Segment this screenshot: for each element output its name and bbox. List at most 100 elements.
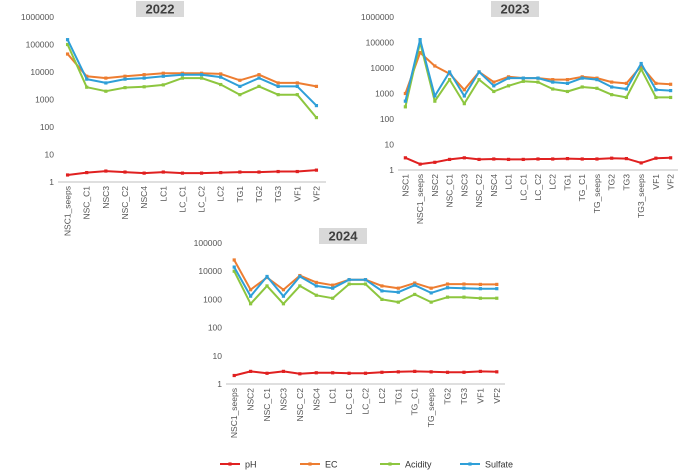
point-ph — [199, 171, 204, 175]
y-tick-label: 100 — [40, 122, 54, 132]
point-acidity — [219, 82, 223, 87]
x-tick-label: NSC3 — [459, 174, 469, 197]
x-tick-label: VF2 — [666, 174, 676, 190]
point-acidity — [595, 86, 599, 90]
point-ph — [477, 157, 481, 162]
point-ec — [85, 74, 89, 78]
point-ec — [565, 78, 570, 82]
x-tick-label: LC_C2 — [197, 186, 207, 213]
point-ph — [462, 370, 466, 374]
point-ph — [495, 370, 499, 374]
point-ph — [347, 371, 351, 375]
point-ec — [314, 84, 319, 88]
point-acidity — [639, 67, 643, 71]
x-tick-label: LC2 — [377, 388, 387, 404]
point-sulfate — [314, 104, 319, 108]
point-sulfate — [447, 70, 452, 74]
point-acidity — [580, 85, 584, 89]
x-tick-label: VF1 — [651, 174, 661, 190]
point-acidity — [429, 300, 433, 304]
point-sulfate — [347, 278, 351, 282]
point-sulfate — [199, 73, 204, 77]
point-ec — [331, 283, 335, 287]
point-ec — [380, 284, 384, 288]
x-tick-label: TG3 — [621, 174, 631, 191]
point-ph — [257, 170, 261, 174]
point-ec — [314, 280, 318, 285]
point-sulfate — [445, 286, 450, 290]
point-sulfate — [551, 80, 555, 84]
y-tick-label: 1 — [217, 379, 222, 389]
x-tick-label: NSC2 — [246, 388, 256, 411]
legend-marker-acidity — [388, 462, 392, 466]
chart-title: 2024 — [329, 229, 359, 244]
point-ec — [624, 81, 629, 85]
point-acidity — [238, 93, 242, 97]
point-ph — [104, 169, 108, 173]
x-tick-label: TG3_seeps — [636, 174, 646, 218]
chart-title-box — [136, 1, 184, 17]
point-acidity — [403, 105, 407, 109]
chart-2022: 2022 1 10 100 1000 10000 100000 1000000 NSC1_see… — [21, 1, 326, 236]
point-sulfate — [595, 78, 599, 82]
point-sulfate — [314, 284, 318, 288]
point-ph — [654, 156, 658, 160]
chart-2024: 2024 1 10 100 1000 10000 100000 NSC1_seeps NSC2 N… — [194, 228, 505, 438]
point-acidity — [536, 80, 540, 84]
point-ph — [447, 157, 452, 162]
point-acidity — [249, 302, 253, 306]
point-acidity — [551, 87, 555, 91]
point-ec — [396, 286, 400, 290]
x-tick-label: NSC4 — [311, 388, 321, 411]
x-tick-label: LC1 — [158, 186, 168, 202]
y-tick-label: 1000000 — [361, 12, 394, 22]
point-ph — [380, 370, 384, 374]
y-tick-label: 1000000 — [21, 12, 54, 22]
point-ec — [669, 82, 673, 86]
point-ph — [85, 170, 89, 175]
legend-label-acidity: Acidity — [405, 460, 432, 470]
point-sulfate — [492, 84, 496, 88]
point-acidity — [495, 296, 499, 300]
point-acidity — [506, 84, 511, 88]
y-tick-label: 10000 — [30, 67, 54, 77]
point-ec — [610, 80, 614, 84]
y-tick-label: 1000 — [375, 89, 394, 99]
x-tick-label: TG1 — [393, 388, 403, 405]
series-line-acidity — [66, 44, 318, 119]
x-tick-label: LC1 — [328, 388, 338, 404]
point-acidity — [478, 296, 482, 300]
point-sulfate — [161, 74, 165, 78]
point-acidity — [445, 295, 450, 299]
point-ph — [295, 169, 299, 174]
point-ec — [495, 282, 499, 287]
point-ec — [654, 81, 658, 85]
point-acidity — [161, 83, 165, 87]
point-ec — [445, 282, 450, 286]
y-tick-label: 1000 — [35, 95, 54, 105]
x-tick-label: TG_C1 — [410, 388, 420, 416]
point-ph — [624, 156, 629, 161]
x-tick-label: NSC_C2 — [474, 174, 484, 208]
chart-2023: 2023 1 10 100 1000 10000 100000 1000000 NSC1 NSC1… — [361, 1, 678, 224]
point-sulfate — [610, 85, 614, 89]
legend-label-ph: pH — [245, 460, 257, 470]
point-ec — [249, 288, 253, 292]
point-ph — [478, 369, 482, 373]
point-ph — [565, 156, 570, 161]
x-tick-label: LC_C1 — [518, 174, 528, 201]
x-tick-label: VF2 — [492, 388, 502, 404]
point-ph — [314, 168, 319, 172]
x-tick-label: TG_seeps — [592, 174, 602, 213]
point-ph — [492, 157, 496, 161]
y-tick-label: 10 — [213, 351, 223, 361]
point-acidity — [347, 282, 351, 286]
point-sulfate — [298, 274, 302, 279]
legend-marker-sulfate — [468, 462, 472, 466]
point-ph — [462, 156, 466, 160]
y-tick-label: 100000 — [194, 238, 223, 248]
point-ph — [298, 372, 302, 376]
point-sulfate — [506, 76, 511, 80]
chart-title: 2022 — [146, 2, 175, 17]
point-ph — [142, 171, 146, 175]
